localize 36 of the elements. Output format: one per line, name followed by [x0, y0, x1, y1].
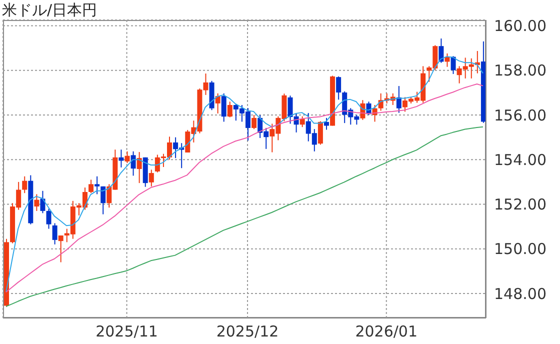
y-tick-label: 160.00 [494, 17, 546, 36]
candlestick [318, 120, 323, 146]
candlestick [88, 179, 94, 194]
candlestick [124, 150, 130, 164]
candlestick [22, 176, 28, 194]
candlestick [40, 190, 46, 214]
candlestick [52, 222, 58, 245]
y-tick-label: 156.00 [494, 106, 546, 124]
candlestick [215, 92, 220, 114]
candlestick [118, 149, 124, 168]
candlestick [227, 101, 232, 118]
candlestick [148, 169, 154, 187]
y-tick-label: 148.00 [494, 284, 546, 303]
candlestick [221, 92, 226, 122]
line-series [6, 126, 484, 307]
candlestick [450, 56, 456, 74]
candlestick [130, 150, 136, 176]
x-tick-label: 2025/11 [96, 322, 158, 341]
y-tick-label: 154.00 [494, 150, 546, 169]
candlestick [136, 152, 142, 184]
y-tick-label: 158.00 [494, 62, 546, 80]
candlestick [252, 114, 257, 130]
candlestick [94, 176, 100, 195]
candlestick [438, 38, 444, 64]
candlestick [46, 208, 52, 230]
x-tick-label: 2026/01 [355, 322, 418, 341]
candlestick [396, 86, 402, 114]
candlestick [34, 194, 40, 212]
y-tick-label: 152.00 [494, 196, 546, 214]
candlestick [336, 76, 342, 100]
x-tick-label: 2025/12 [216, 322, 279, 341]
candlestick [300, 116, 305, 128]
chart-title: 米ドル/日本円 [2, 1, 98, 19]
candlestick [58, 234, 64, 263]
y-tick-label: 150.00 [494, 240, 546, 258]
candlestick [100, 186, 106, 215]
